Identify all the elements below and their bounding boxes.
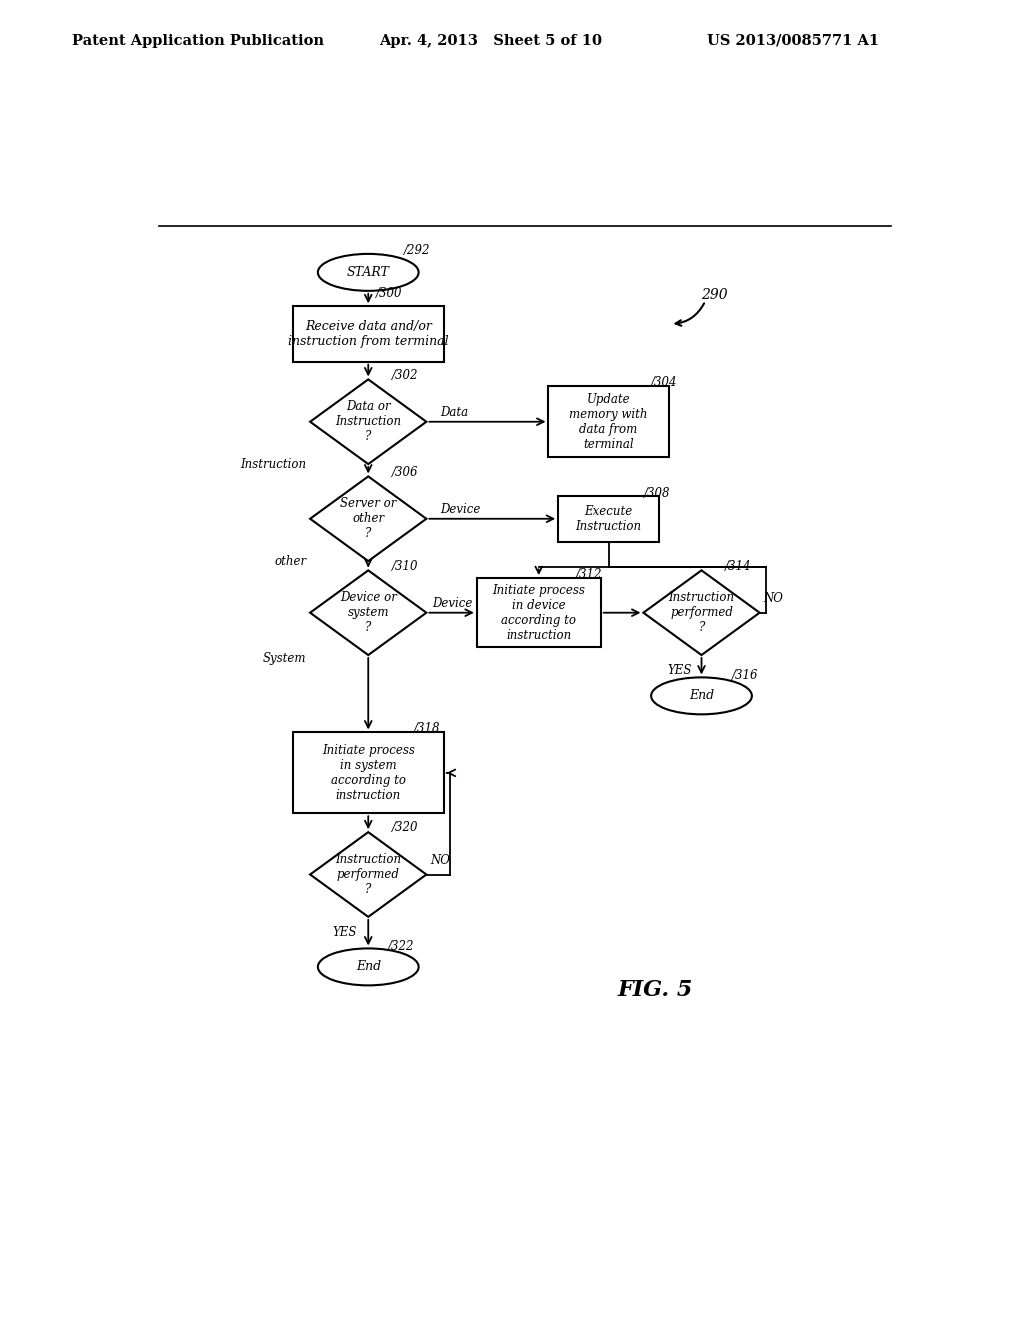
Text: Update
memory with
data from
terminal: Update memory with data from terminal — [569, 393, 648, 450]
Text: /312: /312 — [575, 568, 602, 581]
Text: Instruction
performed
?: Instruction performed ? — [335, 853, 401, 896]
Text: /320: /320 — [391, 821, 418, 834]
Bar — [477, 578, 601, 647]
Bar — [558, 496, 658, 543]
Text: System: System — [263, 652, 306, 665]
Text: Receive data and/or
instruction from terminal: Receive data and/or instruction from ter… — [288, 319, 449, 348]
Text: NO: NO — [764, 593, 783, 606]
Text: /306: /306 — [391, 466, 418, 479]
Text: 290: 290 — [701, 289, 728, 302]
Text: Server or
other
?: Server or other ? — [340, 498, 396, 540]
Text: Device: Device — [432, 597, 473, 610]
Text: /300: /300 — [376, 288, 402, 301]
Text: /322: /322 — [388, 940, 415, 953]
Text: Device: Device — [440, 503, 480, 516]
Text: Instruction: Instruction — [240, 458, 306, 471]
Text: FIG. 5: FIG. 5 — [617, 979, 692, 1001]
Text: YES: YES — [332, 925, 356, 939]
Text: /314: /314 — [725, 560, 752, 573]
Text: /310: /310 — [391, 560, 418, 573]
Text: other: other — [274, 554, 306, 568]
Text: Initiate process
in device
according to
instruction: Initiate process in device according to … — [493, 583, 585, 642]
Text: /316: /316 — [732, 669, 758, 682]
Text: /292: /292 — [403, 244, 430, 256]
Text: US 2013/0085771 A1: US 2013/0085771 A1 — [707, 34, 879, 48]
Text: YES: YES — [668, 664, 692, 677]
Text: Execute
Instruction: Execute Instruction — [575, 504, 642, 533]
Text: End: End — [355, 961, 381, 973]
Text: Data or
Instruction
?: Data or Instruction ? — [335, 400, 401, 444]
Text: End: End — [689, 689, 714, 702]
Text: Apr. 4, 2013   Sheet 5 of 10: Apr. 4, 2013 Sheet 5 of 10 — [379, 34, 602, 48]
Text: Data: Data — [440, 407, 468, 418]
Text: /302: /302 — [391, 368, 418, 381]
Text: /304: /304 — [650, 376, 677, 389]
Text: Initiate process
in system
according to
instruction: Initiate process in system according to … — [322, 744, 415, 801]
Text: Patent Application Publication: Patent Application Publication — [72, 34, 324, 48]
Text: START: START — [347, 265, 390, 279]
Text: Instruction
performed
?: Instruction performed ? — [669, 591, 734, 634]
Text: /308: /308 — [644, 487, 671, 500]
Bar — [549, 387, 669, 457]
Bar — [293, 733, 443, 813]
Bar — [293, 306, 443, 362]
Text: NO: NO — [430, 854, 451, 867]
Text: /318: /318 — [414, 722, 440, 735]
Text: Device or
system
?: Device or system ? — [340, 591, 396, 634]
